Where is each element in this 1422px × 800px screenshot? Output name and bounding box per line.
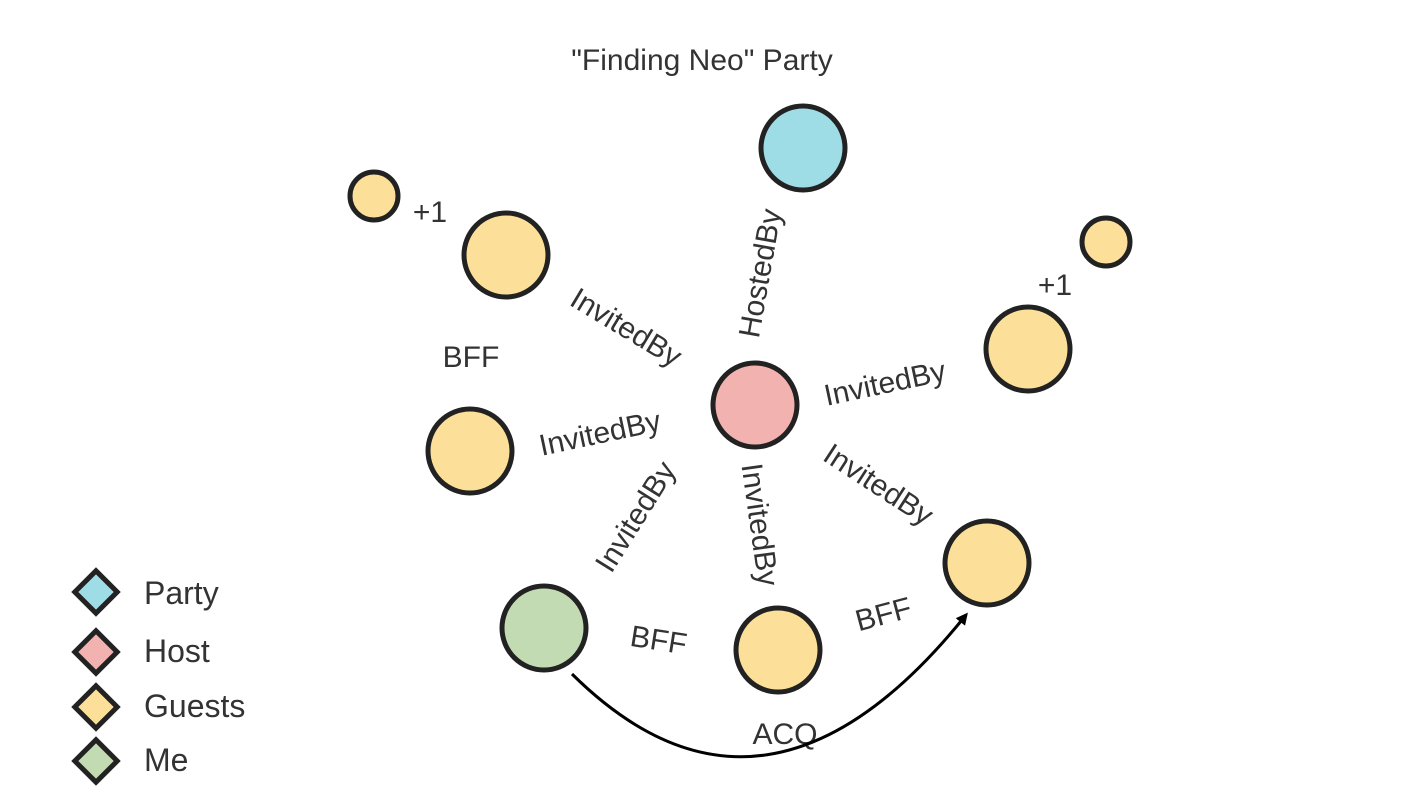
legend-me-label: Me (144, 742, 188, 778)
legend: Party Host Guests Me (71, 567, 245, 786)
edge-label-invitedby-me: InvitedBy (589, 456, 682, 578)
node-guest-left[interactable] (425, 406, 515, 496)
edge-label-bff-left: BFF (443, 341, 500, 374)
edge-label-invitedby-right: InvitedBy (821, 355, 949, 413)
node-guest-right-plus-one[interactable] (1079, 215, 1133, 269)
legend-host-label: Host (144, 633, 210, 669)
acq-arrow (570, 612, 968, 759)
legend-guests-label: Guests (144, 688, 245, 724)
edge-label-bff-me: BFF (628, 620, 689, 661)
edge-label-invitedby-bottom-middle: InvitedBy (734, 461, 784, 588)
node-guest-bottom-right[interactable] (942, 518, 1032, 608)
legend-guests-icon (71, 682, 121, 732)
edge-label-invitedby-lower-right: InvitedBy (817, 438, 938, 533)
node-guest-upper-left-plus-one[interactable] (347, 169, 401, 223)
diagram-title: "Finding Neo" Party (571, 44, 832, 77)
edge-label-invitedby-left: InvitedBy (536, 405, 664, 463)
legend-party-icon (71, 567, 121, 617)
edge-label-acq: ACQ (752, 718, 817, 751)
edge-label-hostedby: HostedBy (733, 206, 788, 340)
node-guest-upper-left[interactable] (461, 210, 551, 300)
edge-label-plus-one-right: +1 (1038, 269, 1072, 302)
node-guest-right[interactable] (983, 304, 1073, 394)
edge-label-invitedby-upper-left: InvitedBy (565, 282, 688, 374)
node-guest-bottom-middle[interactable] (733, 605, 823, 695)
node-party[interactable] (758, 103, 848, 193)
node-host[interactable] (710, 360, 800, 450)
node-me[interactable] (499, 583, 589, 673)
legend-party-label: Party (144, 575, 219, 611)
legend-me-icon (71, 736, 121, 786)
legend-host-icon (71, 627, 121, 677)
edge-label-bff-bottom-right: BFF (852, 592, 915, 639)
edge-label-plus-one-left: +1 (413, 196, 447, 229)
